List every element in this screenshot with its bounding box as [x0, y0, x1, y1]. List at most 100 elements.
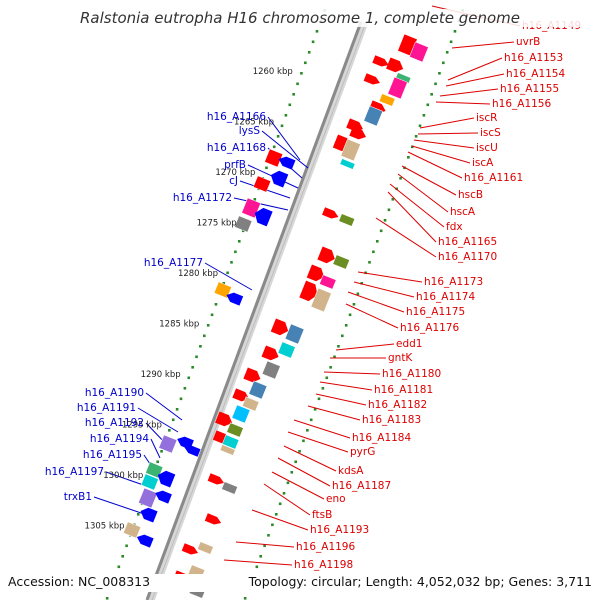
- right-gene-label: h16_A1193: [310, 524, 369, 536]
- right-gene-label: hscA: [450, 206, 476, 218]
- outer-tick-dot: [333, 355, 336, 359]
- left-leader-line: [137, 407, 179, 433]
- gene-feature-arrow: [207, 473, 224, 485]
- scale-label: 1295 kbp: [122, 421, 162, 431]
- left-gene-label: cJ: [229, 175, 238, 187]
- inner-tick-dot: [160, 450, 163, 453]
- outer-tick-dot: [391, 198, 395, 201]
- gene-feature-arrow: [140, 507, 158, 523]
- gene-feature-block: [340, 138, 361, 162]
- right-gene-label: iscU: [476, 142, 498, 154]
- gene-feature-block: [145, 461, 164, 479]
- gene-feature-arrow: [157, 470, 176, 488]
- left-gene-label: h16_A1168: [207, 142, 266, 154]
- topology-text: Topology: circular; Length: 4,052,032 bp…: [248, 574, 592, 589]
- gene-feature-block: [264, 148, 284, 168]
- left-leader-line: [233, 197, 289, 211]
- right-leader-line: [277, 457, 331, 487]
- gene-feature-block: [234, 215, 253, 233]
- outer-tick-dot: [438, 72, 441, 75]
- gene-feature-block: [231, 404, 251, 424]
- right-gene-label: h16_A1155: [500, 83, 559, 95]
- scale-label: 1300 kbp: [103, 471, 143, 481]
- gene-feature-block: [252, 175, 272, 193]
- inner-tick-dot: [288, 103, 292, 107]
- gene-feature-block: [221, 481, 238, 495]
- right-gene-label: h16_A1175: [406, 306, 465, 318]
- right-leader-line: [397, 173, 449, 213]
- inner-tick-dot: [179, 397, 183, 401]
- gene-feature-block: [319, 274, 337, 290]
- right-gene-label: gntK: [388, 352, 413, 364]
- outer-tick-dot: [278, 502, 282, 506]
- inner-tick-dot: [284, 114, 288, 117]
- outer-tick-dot: [356, 292, 360, 296]
- right-gene-label: h16_A1174: [416, 291, 475, 303]
- gene-feature-arrow: [386, 57, 404, 73]
- outer-tick-dot: [306, 429, 309, 432]
- gene-feature-arrow: [261, 345, 279, 361]
- left-leader-line: [145, 392, 183, 421]
- outer-tick-dot: [407, 156, 410, 159]
- right-gene-label: h16_A1180: [382, 368, 441, 380]
- right-gene-label: h16_A1154: [506, 68, 565, 80]
- outer-tick-dot: [430, 93, 433, 96]
- right-leader-line: [315, 393, 367, 406]
- inner-tick-dot: [237, 240, 241, 243]
- outer-tick-dot: [302, 439, 305, 443]
- outer-tick-dot: [387, 208, 391, 212]
- inner-tick-dot: [117, 565, 121, 569]
- outer-tick-dot: [445, 51, 449, 54]
- gene-feature-arrow: [232, 388, 250, 402]
- right-leader-line: [251, 509, 309, 531]
- inner-tick-dot: [195, 355, 198, 359]
- gene-feature-block: [140, 473, 159, 491]
- outer-tick-dot: [399, 177, 402, 180]
- inner-tick-dot: [241, 229, 245, 233]
- left-gene-label: h16_A1190: [85, 387, 144, 399]
- gene-feature-arrow: [317, 246, 335, 264]
- right-gene-label: h16_A1181: [374, 384, 433, 396]
- gene-feature-block: [197, 541, 214, 555]
- outer-tick-dot: [298, 450, 301, 453]
- gene-feature-block: [338, 213, 356, 227]
- inner-tick-dot: [203, 334, 206, 338]
- right-leader-line: [419, 117, 475, 129]
- right-gene-label: h16_A1183: [362, 414, 421, 426]
- gene-feature-block: [213, 281, 232, 299]
- outer-tick-dot: [414, 135, 418, 138]
- right-leader-line: [347, 291, 405, 313]
- inner-tick-dot: [296, 82, 299, 86]
- inner-tick-dot: [199, 345, 202, 348]
- scale-label: 1260 kbp: [253, 67, 293, 77]
- right-leader-line: [353, 281, 415, 298]
- left-gene-label: h16_A1166: [207, 111, 266, 123]
- gene-feature-block: [387, 76, 408, 100]
- inner-tick-dot: [156, 460, 159, 464]
- gene-feature-arrow: [322, 207, 339, 219]
- right-leader-line: [319, 381, 373, 391]
- scale-label: 1270 kbp: [215, 168, 255, 178]
- right-gene-label: h16_A1173: [424, 276, 483, 288]
- outer-tick-dot: [329, 366, 332, 369]
- outer-tick-dot: [368, 261, 371, 264]
- outer-tick-dot: [352, 303, 356, 306]
- inner-tick-dot: [136, 513, 140, 516]
- gene-feature-arrow: [155, 490, 172, 504]
- scale-label: 1275 kbp: [197, 219, 237, 229]
- gene-feature-arrow: [204, 513, 222, 525]
- gene-feature-arrow: [299, 280, 318, 302]
- gene-feature-arrow: [346, 118, 363, 132]
- right-leader-line: [307, 405, 361, 421]
- left-leader-line: [261, 130, 309, 169]
- gene-feature-block: [122, 521, 142, 539]
- inner-tick-dot: [307, 51, 311, 54]
- inner-tick-dot: [304, 61, 307, 65]
- gene-feature-arrow: [372, 55, 389, 67]
- outer-tick-dot: [317, 397, 321, 401]
- outer-tick-dot: [309, 418, 313, 422]
- right-gene-label: pyrG: [350, 446, 375, 458]
- right-leader-line: [413, 139, 475, 149]
- outer-tick-dot: [290, 471, 294, 474]
- right-gene-label: h16_A1187: [332, 480, 391, 492]
